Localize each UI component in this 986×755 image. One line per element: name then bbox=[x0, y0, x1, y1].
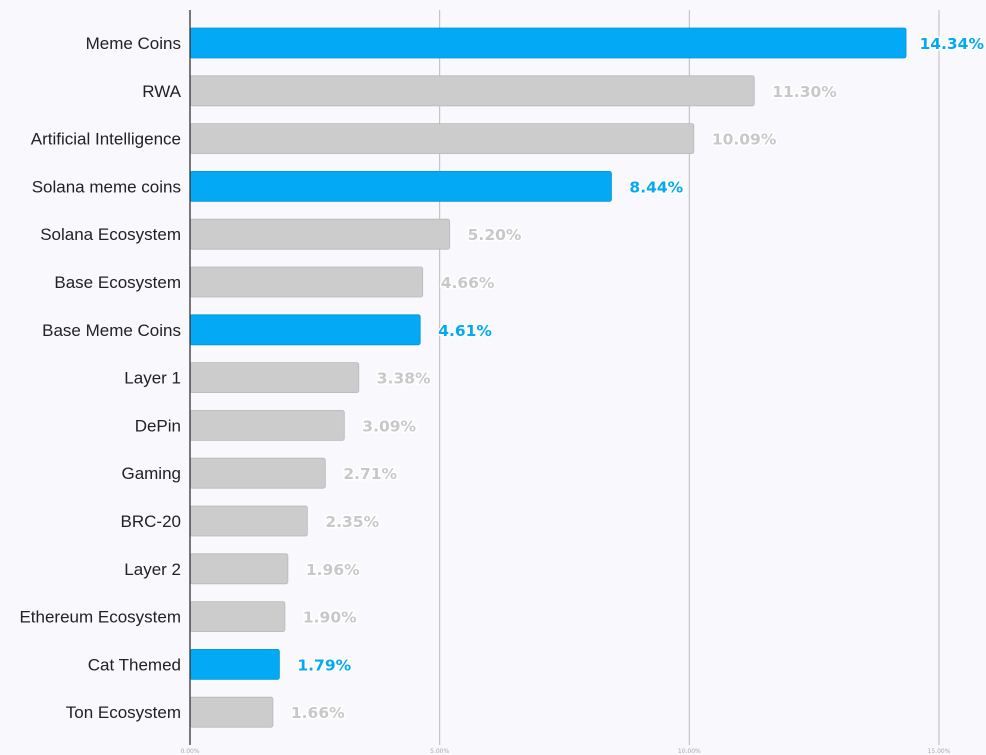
grid-lines bbox=[439, 10, 940, 745]
value-label: 2.35% bbox=[325, 513, 379, 531]
bar bbox=[189, 409, 345, 441]
category-label: Meme Coins bbox=[86, 34, 181, 53]
x-tick-label: 0.00% bbox=[180, 748, 199, 755]
bar bbox=[189, 649, 280, 680]
bar bbox=[189, 75, 755, 107]
bar bbox=[189, 170, 612, 202]
category-label: Gaming bbox=[121, 464, 181, 483]
value-label: 1.90% bbox=[303, 609, 357, 627]
category-label: Layer 1 bbox=[124, 369, 181, 388]
x-tick-label: 5.00% bbox=[430, 748, 449, 755]
category-label: Base Ecosystem bbox=[54, 273, 181, 292]
category-label: Base Meme Coins bbox=[42, 321, 181, 340]
value-label: 2.71% bbox=[343, 465, 397, 483]
value-label: 14.34% bbox=[919, 35, 984, 53]
category-label: RWA bbox=[142, 82, 181, 101]
category-label: Solana Ecosystem bbox=[40, 225, 181, 244]
value-label: 8.44% bbox=[629, 178, 683, 196]
category-label: DePin bbox=[135, 416, 181, 435]
category-label: Artificial Intelligence bbox=[31, 130, 181, 149]
value-label: 3.38% bbox=[377, 370, 431, 388]
value-label: 1.79% bbox=[297, 656, 351, 674]
x-tick-label: 10.00% bbox=[678, 748, 701, 755]
category-label: Solana meme coins bbox=[32, 177, 181, 196]
value-label: 1.96% bbox=[306, 561, 360, 579]
value-label: 4.66% bbox=[441, 274, 495, 292]
value-label: 5.20% bbox=[468, 226, 522, 244]
category-labels: Meme Coins RWA Artificial Intelligence Sola… bbox=[19, 34, 181, 722]
bar bbox=[189, 27, 907, 59]
value-label: 3.09% bbox=[362, 417, 416, 435]
category-label: Cat Themed bbox=[88, 655, 181, 674]
value-label: 10.09% bbox=[712, 131, 777, 149]
x-tick-label: 15.00% bbox=[928, 748, 951, 755]
category-label: BRC-20 bbox=[121, 512, 181, 531]
category-label: Layer 2 bbox=[124, 560, 181, 579]
bar bbox=[189, 266, 424, 298]
bar bbox=[189, 123, 695, 154]
value-label: 11.30% bbox=[772, 83, 837, 101]
bar bbox=[189, 505, 308, 537]
bar bbox=[189, 553, 289, 585]
bar bbox=[189, 601, 286, 632]
bar bbox=[189, 457, 326, 489]
bars bbox=[189, 27, 907, 728]
x-tick-labels: 0.00% 5.00% 10.00% 15.00% bbox=[180, 748, 950, 755]
bar bbox=[189, 362, 360, 394]
category-label: Ethereum Ecosystem bbox=[19, 608, 181, 627]
value-label: 4.61% bbox=[438, 322, 492, 340]
value-label: 1.66% bbox=[291, 704, 345, 722]
bar bbox=[189, 696, 274, 728]
value-labels: 14.34% 11.30% 10.09% 8.44% 5.20% 4.66% 4.61% 3.… bbox=[289, 34, 986, 724]
bar bbox=[189, 218, 451, 250]
bar bbox=[189, 314, 421, 346]
category-label: Ton Ecosystem bbox=[66, 703, 181, 722]
